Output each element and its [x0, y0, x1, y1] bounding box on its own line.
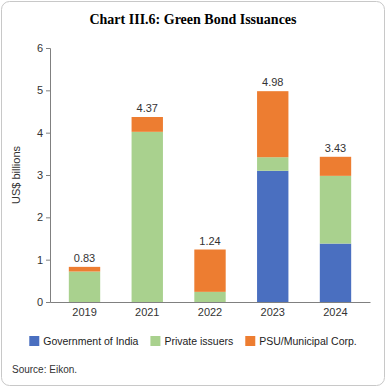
- legend-item: PSU/Municipal Corp.: [245, 335, 356, 347]
- y-axis-line: [46, 49, 51, 303]
- bars: [69, 91, 351, 302]
- legend-item: Private issuers: [150, 335, 233, 347]
- y-axis-title: US$ billions: [10, 145, 22, 204]
- total-label: 0.83: [74, 252, 95, 264]
- x-tick-label: 2023: [261, 306, 285, 318]
- y-tick-mark: [46, 175, 50, 176]
- x-tick: 2021: [135, 302, 159, 318]
- legend-label: PSU/Municipal Corp.: [259, 335, 356, 347]
- y-tick: 5: [37, 84, 50, 96]
- y-axis: 0 1 2 3 4 5 6: [37, 42, 51, 308]
- chart: Chart III.6: Green Bond Issuances 0 1 2 3 4 5 6…: [0, 0, 386, 387]
- y-tick-label: 2: [37, 211, 43, 223]
- y-tick: 3: [37, 169, 50, 181]
- y-tick-mark: [46, 90, 50, 91]
- y-tick-mark: [46, 48, 50, 49]
- total-label: 1.24: [199, 235, 220, 247]
- bar-segment: [320, 176, 351, 244]
- x-axis: 2019 2021 2022 2023 2024: [51, 302, 371, 318]
- bar-segment: [257, 157, 288, 171]
- source: Source: Eikon.: [12, 364, 77, 375]
- x-tick-label: 2022: [198, 306, 222, 318]
- y-tick-label: 3: [37, 169, 43, 181]
- total-label: 4.37: [137, 102, 158, 114]
- legend-label: Government of India: [43, 335, 138, 347]
- y-tick-label: 1: [37, 254, 43, 266]
- x-tick: 2022: [198, 302, 222, 318]
- y-tick-label: 5: [37, 84, 43, 96]
- legend-item: Government of India: [29, 335, 138, 347]
- frame: [2, 2, 385, 386]
- x-tick: 2024: [323, 302, 347, 318]
- bar-segment: [194, 292, 225, 302]
- x-tick: 2023: [261, 302, 285, 318]
- y-tick-mark: [46, 302, 50, 303]
- plot: 0 1 2 3 4 5 6 2019 2021 2022 2023 2024 0.83 4.37 1.24 4…: [37, 42, 371, 318]
- y-tick: 1: [37, 254, 50, 266]
- x-tick-label: 2024: [323, 306, 347, 318]
- legend-label: Private issuers: [164, 335, 233, 347]
- x-tick: 2019: [72, 302, 96, 318]
- legend-swatch: [150, 336, 160, 346]
- bar-segment: [132, 132, 163, 302]
- y-tick-mark: [46, 133, 50, 134]
- y-tick: 6: [37, 42, 50, 54]
- x-axis-line: [51, 302, 371, 303]
- total-label: 3.43: [325, 142, 346, 154]
- legend-swatch: [29, 336, 39, 346]
- legend: Government of India Private issuers PSU/Mu…: [29, 335, 356, 347]
- bar-segment: [320, 157, 351, 176]
- bar-segment: [320, 244, 351, 302]
- bar-segment: [69, 272, 100, 302]
- x-tick-label: 2019: [72, 306, 96, 318]
- x-tick-label: 2021: [135, 306, 159, 318]
- y-tick-mark: [46, 260, 50, 261]
- y-tick-label: 0: [37, 296, 43, 308]
- bar-segment: [257, 91, 288, 157]
- legend-swatch: [245, 336, 255, 346]
- bar-segment: [132, 117, 163, 132]
- y-tick: 0: [37, 296, 50, 308]
- title: Chart III.6: Green Bond Issuances: [89, 12, 297, 27]
- y-tick: 2: [37, 211, 50, 223]
- bar-segment: [257, 171, 288, 302]
- bar-segment: [69, 267, 100, 272]
- total-label: 4.98: [262, 76, 283, 88]
- y-tick-label: 6: [37, 42, 43, 54]
- y-tick: 4: [37, 127, 50, 139]
- bar-segment: [194, 250, 225, 292]
- y-tick-label: 4: [37, 127, 43, 139]
- y-tick-mark: [46, 217, 50, 218]
